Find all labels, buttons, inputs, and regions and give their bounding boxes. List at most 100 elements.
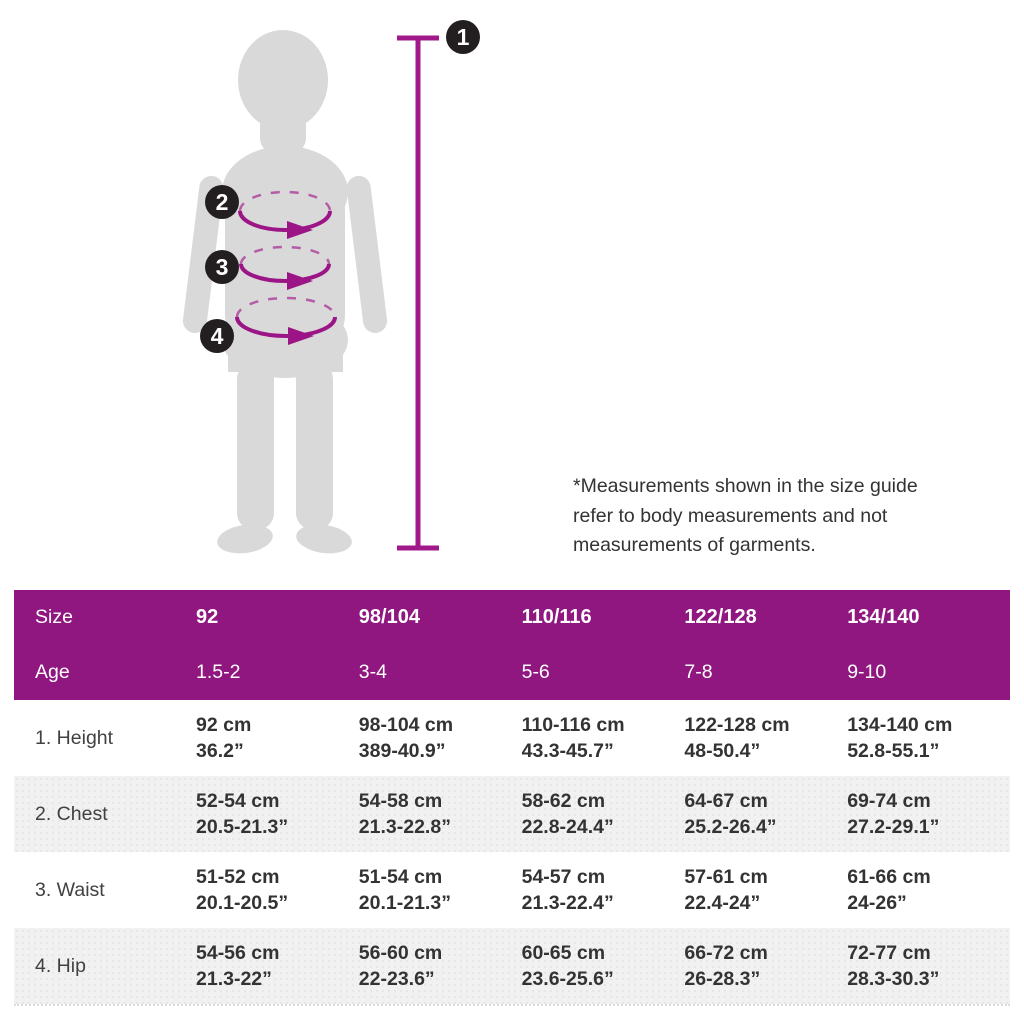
waist-cell: 51-54 cm 20.1-21.3” xyxy=(359,864,522,916)
marker-1-badge: 1 xyxy=(446,20,480,54)
cell-in: 20.1-20.5” xyxy=(196,892,289,914)
cell-in: 21.3-22.4” xyxy=(521,892,614,914)
size-table-header: Size 92 98/104 110/116 122/128 134/140 A… xyxy=(14,590,1010,700)
cell-in: 25.2-26.4” xyxy=(684,816,777,838)
row-label: 1. Height xyxy=(35,726,114,749)
height-measure-line xyxy=(397,35,439,551)
chest-cell: 54-58 cm 21.3-22.8” xyxy=(359,788,522,840)
cell-in: 20.5-21.3” xyxy=(196,816,289,838)
header-age-value: 3-4 xyxy=(358,661,387,683)
cell-cm: 64-67 cm xyxy=(684,790,768,812)
header-size-value: 92 xyxy=(196,606,219,628)
size-table: Size 92 98/104 110/116 122/128 134/140 A… xyxy=(14,590,1010,1006)
header-size-value: 134/140 xyxy=(847,606,920,628)
chest-cell: 69-74 cm 27.2-29.1” xyxy=(847,788,1010,840)
waist-cell: 61-66 cm 24-26” xyxy=(847,864,1010,916)
hip-cell: 60-65 cm 23.6-25.6” xyxy=(522,940,685,992)
marker-4-number: 4 xyxy=(211,323,224,349)
cell-cm: 134-140 cm xyxy=(847,714,953,736)
waist-cell: 57-61 cm 22.4-24” xyxy=(684,864,847,916)
cell-cm: 58-62 cm xyxy=(521,790,606,812)
chest-cell: 64-67 cm 25.2-26.4” xyxy=(684,788,847,840)
row-label: 3. Waist xyxy=(35,878,105,901)
marker-3-number: 3 xyxy=(216,254,229,280)
cell-cm: 69-74 cm xyxy=(847,790,931,812)
header-size-value: 122/128 xyxy=(684,606,757,628)
marker-1-number: 1 xyxy=(457,24,470,50)
header-age-value: 9-10 xyxy=(847,661,887,683)
header-size-value: 98/104 xyxy=(358,606,420,628)
cell-in: 28.3-30.3” xyxy=(847,968,940,990)
cell-cm: 92 cm xyxy=(196,714,252,736)
cell-in: 43.3-45.7” xyxy=(521,740,614,762)
cell-cm: 110-116 cm xyxy=(521,714,625,736)
hip-measure-band xyxy=(235,296,337,345)
row-label: 4. Hip xyxy=(35,954,86,977)
hip-cell: 56-60 cm 22-23.6” xyxy=(359,940,522,992)
cell-in: 22.4-24” xyxy=(684,892,761,914)
cell-cm: 72-77 cm xyxy=(847,942,931,964)
table-row-waist: 3. Waist 51-52 cm 20.1-20.5” 51-54 cm 20… xyxy=(14,852,1010,928)
cell-in: 21.3-22.8” xyxy=(358,816,451,838)
header-size-value: 110/116 xyxy=(521,606,592,628)
header-age-value: 1.5-2 xyxy=(196,661,241,683)
cell-in: 48-50.4” xyxy=(684,740,761,762)
header-age-value: 5-6 xyxy=(521,661,550,683)
height-cell: 122-128 cm 48-50.4” xyxy=(684,712,847,764)
height-cell: 98-104 cm 389-40.9” xyxy=(359,712,522,764)
cell-in: 26-28.3” xyxy=(684,968,761,990)
waist-measure-band xyxy=(239,245,331,290)
cell-cm: 60-65 cm xyxy=(521,942,606,964)
measurement-note: *Measurements shown in the size guide re… xyxy=(573,475,918,556)
cell-in: 21.3-22” xyxy=(196,968,272,990)
cell-in: 52.8-55.1” xyxy=(847,740,940,762)
chest-cell: 58-62 cm 22.8-24.4” xyxy=(522,788,685,840)
marker-2-badge: 2 xyxy=(205,185,239,219)
cell-in: 27.2-29.1” xyxy=(847,816,940,838)
height-cell: 110-116 cm 43.3-45.7” xyxy=(522,712,685,764)
marker-3-badge: 3 xyxy=(205,250,239,284)
cell-in: 24-26” xyxy=(847,892,907,914)
cell-cm: 122-128 cm xyxy=(684,714,790,736)
cell-cm: 51-54 cm xyxy=(358,866,443,888)
cell-cm: 61-66 cm xyxy=(847,866,931,888)
chest-cell: 52-54 cm 20.5-21.3” xyxy=(196,788,359,840)
cell-in: 23.6-25.6” xyxy=(521,968,614,990)
measurement-figure: 1 2 3 4 xyxy=(182,20,480,554)
hip-cell: 54-56 cm 21.3-22” xyxy=(196,940,359,992)
marker-4-badge: 4 xyxy=(200,319,234,353)
cell-cm: 66-72 cm xyxy=(684,942,768,964)
cell-cm: 98-104 cm xyxy=(358,714,454,736)
header-age-value: 7-8 xyxy=(684,661,713,683)
header-age-label: Age xyxy=(35,661,70,683)
header-size-label: Size xyxy=(35,606,73,628)
cell-in: 36.2” xyxy=(196,740,244,762)
row-label: 2. Chest xyxy=(35,802,108,825)
table-row-hip: 4. Hip 54-56 cm 21.3-22” 56-60 cm 22-23.… xyxy=(14,928,1010,1004)
cell-cm: 54-57 cm xyxy=(521,866,606,888)
cell-in: 389-40.9” xyxy=(358,740,446,762)
waist-cell: 54-57 cm 21.3-22.4” xyxy=(522,864,685,916)
waist-cell: 51-52 cm 20.1-20.5” xyxy=(196,864,359,916)
cell-cm: 54-56 cm xyxy=(196,942,280,964)
cell-cm: 51-52 cm xyxy=(196,866,280,888)
height-cell: 134-140 cm 52.8-55.1” xyxy=(847,712,1010,764)
hip-cell: 72-77 cm 28.3-30.3” xyxy=(847,940,1010,992)
chest-measure-band xyxy=(238,190,332,239)
cell-cm: 57-61 cm xyxy=(684,866,768,888)
cell-cm: 56-60 cm xyxy=(358,942,443,964)
marker-2-number: 2 xyxy=(216,189,229,215)
table-row-height: 1. Height 92 cm 36.2” 98-104 cm 389-40.9… xyxy=(14,700,1010,776)
child-silhouette-image xyxy=(182,30,388,554)
cell-in: 22-23.6” xyxy=(358,968,435,990)
header-age-row: Age 1.5-2 3-4 5-6 7-8 9-10 xyxy=(14,645,1010,700)
cell-cm: 54-58 cm xyxy=(358,790,443,812)
height-cell: 92 cm 36.2” xyxy=(196,712,359,764)
cell-in: 20.1-21.3” xyxy=(358,892,451,914)
table-row-chest: 2. Chest 52-54 cm 20.5-21.3” 54-58 cm 21… xyxy=(14,776,1010,852)
cell-in: 22.8-24.4” xyxy=(521,816,614,838)
cell-cm: 52-54 cm xyxy=(196,790,280,812)
hip-cell: 66-72 cm 26-28.3” xyxy=(684,940,847,992)
header-size-row: Size 92 98/104 110/116 122/128 134/140 xyxy=(14,590,1010,645)
